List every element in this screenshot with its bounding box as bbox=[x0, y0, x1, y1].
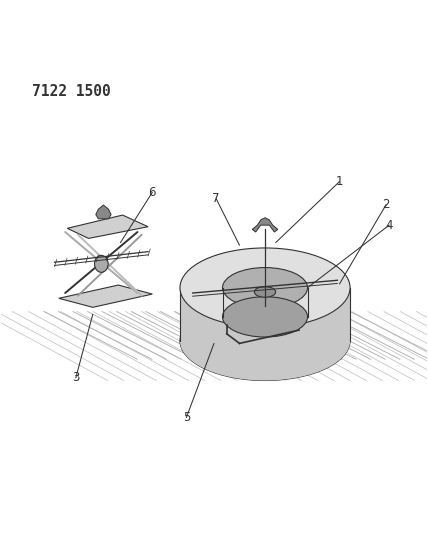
Ellipse shape bbox=[254, 287, 276, 297]
Polygon shape bbox=[59, 285, 152, 308]
Text: 4: 4 bbox=[386, 219, 393, 232]
Ellipse shape bbox=[180, 248, 350, 327]
Text: 3: 3 bbox=[72, 372, 80, 384]
Ellipse shape bbox=[223, 297, 308, 337]
Text: 7122 1500: 7122 1500 bbox=[32, 84, 111, 99]
Polygon shape bbox=[252, 217, 278, 232]
Text: 7: 7 bbox=[212, 192, 220, 205]
Polygon shape bbox=[67, 215, 148, 238]
Polygon shape bbox=[96, 205, 111, 219]
Text: 6: 6 bbox=[149, 186, 156, 199]
Text: 5: 5 bbox=[183, 411, 190, 424]
Ellipse shape bbox=[223, 268, 308, 308]
Circle shape bbox=[95, 255, 108, 272]
Text: 1: 1 bbox=[336, 175, 343, 188]
Polygon shape bbox=[180, 288, 350, 381]
Text: 2: 2 bbox=[383, 198, 390, 211]
Ellipse shape bbox=[180, 301, 350, 381]
